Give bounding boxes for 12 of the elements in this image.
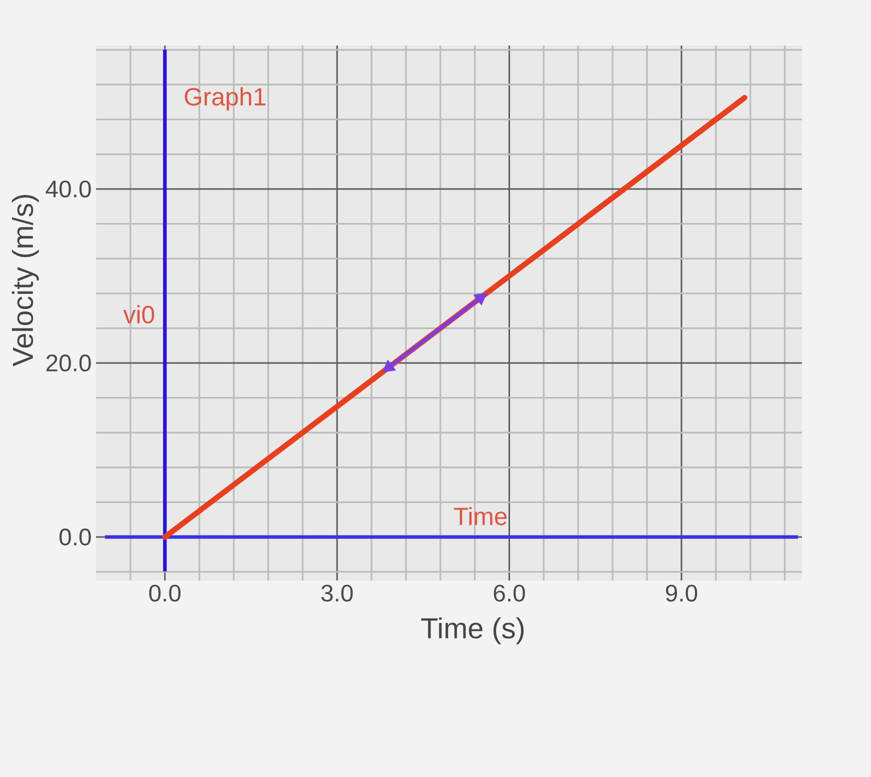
x-tick-label: 3.0 (321, 584, 353, 602)
y-tick-label: 0.0 (60, 528, 91, 546)
y-tick-label: 40.0 (46, 180, 91, 198)
x-tick-label: 0.0 (149, 584, 181, 602)
x-tick-label: 9.0 (666, 584, 698, 602)
y-axis-title: Velocity (m/s) (12, 194, 39, 366)
x-tick-label: 6.0 (494, 584, 525, 602)
text: Graph1 (184, 87, 266, 111)
y-tick-label: 20.0 (46, 354, 91, 372)
annotation: vi0 (123, 305, 154, 324)
annotation: Time (454, 506, 507, 526)
x-axis-title: Time (s) (421, 617, 524, 644)
